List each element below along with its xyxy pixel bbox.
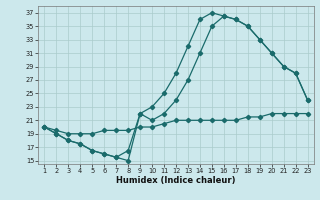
- X-axis label: Humidex (Indice chaleur): Humidex (Indice chaleur): [116, 176, 236, 185]
